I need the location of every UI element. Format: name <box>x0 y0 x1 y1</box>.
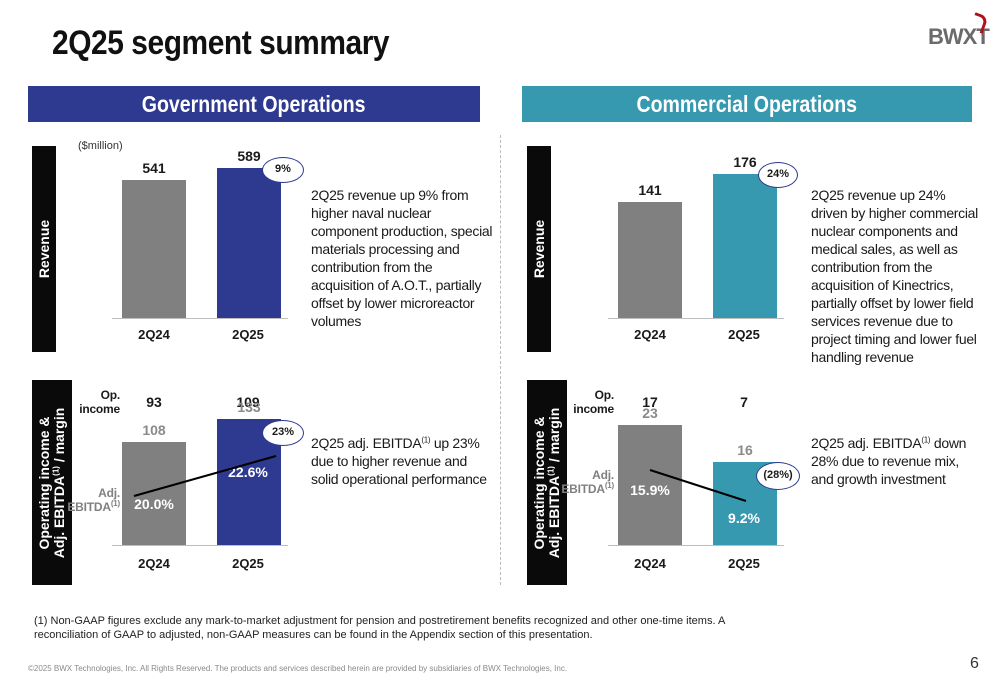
bwxt-logo: BWXT <box>928 12 990 49</box>
com-op-income-label-1: Op. <box>594 388 615 402</box>
government-banner-label: Government Operations <box>142 91 366 117</box>
com-adj-ebitda-value-2q24: 23 <box>642 405 658 422</box>
com-adj-ebitda-bar-2q24 <box>618 425 682 545</box>
com-revenue-value-2q25: 176 <box>733 153 757 170</box>
com-revenue-category-2q24: 2Q24 <box>634 327 666 342</box>
gov-ebitda-category-2q24: 2Q24 <box>138 556 170 571</box>
commercial-banner-label: Commercial Operations <box>636 91 858 117</box>
gov-adj-ebitda-label-1: Adj. <box>98 486 120 500</box>
com-ebitda-axis <box>608 545 784 546</box>
com-revenue-description: 2Q25 revenue up 24% driven by higher com… <box>811 187 978 365</box>
com-op-income-row-label: Op. income <box>556 388 614 416</box>
gov-adj-ebitda-label-2: EBITDA <box>67 500 111 514</box>
com-adj-ebitda-row-label: Adj. EBITDA(1) <box>556 468 614 496</box>
gov-ebitda-side-label: Operating income & Adj. EBITDA(1) / margi… <box>32 380 72 585</box>
gov-revenue-category-2q24: 2Q24 <box>138 327 170 342</box>
gov-margin-2q25: 22.6% <box>228 464 268 480</box>
com-adj-ebitda-label-1: Adj. <box>592 468 614 482</box>
gov-revenue-description: 2Q25 revenue up 9% from higher naval nuc… <box>311 187 493 329</box>
com-revenue-axis <box>608 318 784 319</box>
gov-ebitda-desc-sup: (1) <box>421 435 431 445</box>
gov-adj-ebitda-sup: (1) <box>110 499 120 508</box>
gov-adj-ebitda-bar-2q24 <box>122 442 186 545</box>
gov-revenue-value-2q24: 541 <box>142 160 166 177</box>
gov-revenue-category-2q25: 2Q25 <box>232 327 264 342</box>
com-ebitda-desc-post: down 28% due to revenue mix, and growth … <box>811 435 967 487</box>
commercial-operations-banner: Commercial Operations <box>522 86 972 122</box>
gov-revenue-bar-2q25 <box>217 167 281 318</box>
gov-ebitda-change-badge: 23% <box>262 420 304 446</box>
com-op-income-2q24: 17 <box>642 394 658 410</box>
gov-ebitda-description: 2Q25 adj. EBITDA(1) up 23% due to higher… <box>311 434 493 488</box>
com-adj-ebitda-label-2: EBITDA <box>561 482 605 496</box>
page-number: 6 <box>970 655 979 672</box>
com-ebitda-change-badge: (28%) <box>756 462 800 490</box>
gov-op-income-label-2: income <box>79 402 120 416</box>
page-title: 2Q25 segment summary <box>52 24 390 62</box>
com-revenue-change-badge: 24% <box>758 162 798 188</box>
com-ebitda-desc-pre: 2Q25 adj. EBITDA <box>811 435 922 451</box>
com-op-income-2q25: 7 <box>740 394 748 410</box>
gov-unit-label: ($million) <box>78 140 123 152</box>
gov-ebitda-desc-pre: 2Q25 adj. EBITDA <box>311 435 422 451</box>
gov-adj-ebitda-value-2q24: 108 <box>142 422 166 439</box>
gov-op-income-label-1: Op. <box>100 388 121 402</box>
gov-ebitda-axis <box>112 545 288 546</box>
gov-revenue-change-badge: 9% <box>262 157 304 183</box>
gov-revenue-axis <box>112 318 288 319</box>
logo-text: BWXT <box>928 24 990 49</box>
vertical-divider <box>500 135 501 585</box>
com-op-income-label-2: income <box>573 402 614 416</box>
com-revenue-category-2q25: 2Q25 <box>728 327 760 342</box>
government-operations-banner: Government Operations <box>28 86 480 122</box>
com-adj-ebitda-sup: (1) <box>604 481 614 490</box>
gov-margin-trend-line <box>133 455 277 497</box>
gov-ebitda-desc-post: up 23% due to higher revenue and solid o… <box>311 435 487 487</box>
com-revenue-value-2q24: 141 <box>638 182 662 199</box>
com-ebitda-description: 2Q25 adj. EBITDA(1) down 28% due to reve… <box>811 434 983 488</box>
gov-margin-2q24: 20.0% <box>134 496 174 512</box>
gov-adj-ebitda-row-label: Adj. EBITDA(1) <box>62 486 120 514</box>
com-revenue-bar-2q25 <box>713 173 777 318</box>
com-margin-trend-line <box>649 469 747 502</box>
gov-op-income-row-label: Op. income <box>62 388 120 416</box>
gov-revenue-value-2q25: 589 <box>237 147 261 164</box>
gov-revenue-bar-2q24 <box>122 180 186 318</box>
com-ebitda-side-label: Operating income & Adj. EBITDA(1) / margi… <box>527 380 567 585</box>
com-ebitda-category-2q24: 2Q24 <box>634 556 666 571</box>
gov-revenue-side-label: Revenue <box>32 146 56 352</box>
gov-op-income-2q24: 93 <box>146 394 162 410</box>
com-revenue-side-label: Revenue <box>527 146 551 352</box>
com-margin-2q24: 15.9% <box>630 482 670 498</box>
copyright: ©2025 BWX Technologies, Inc. All Rights … <box>28 664 568 673</box>
com-revenue-bar-2q24 <box>618 202 682 318</box>
gov-ebitda-category-2q25: 2Q25 <box>232 556 264 571</box>
gov-adj-ebitda-value-2q25: 133 <box>237 398 261 415</box>
com-ebitda-category-2q25: 2Q25 <box>728 556 760 571</box>
com-adj-ebitda-value-2q25: 16 <box>737 441 753 458</box>
com-margin-2q25: 9.2% <box>728 510 760 526</box>
footnote: (1) Non-GAAP figures exclude any mark-to… <box>34 615 725 641</box>
gov-op-income-2q25: 109 <box>236 394 260 410</box>
com-ebitda-desc-sup: (1) <box>921 435 931 445</box>
